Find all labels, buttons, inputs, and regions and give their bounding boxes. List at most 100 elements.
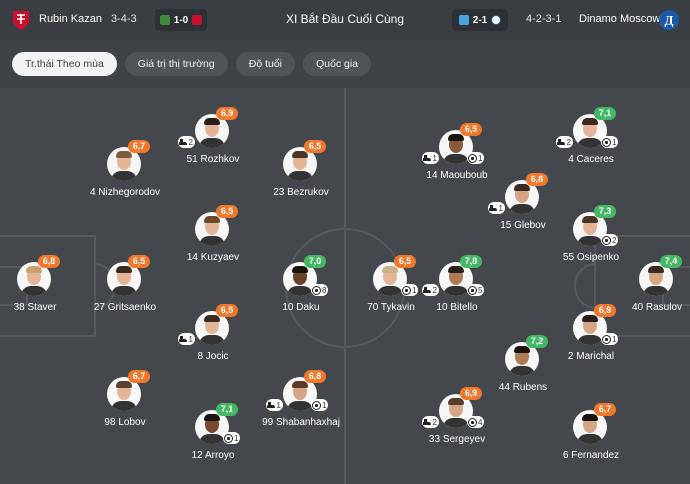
assist-count: 2 — [432, 285, 437, 295]
opponent-crest-icon — [458, 15, 469, 25]
player-card[interactable]: 7,0 8 10 Daku — [251, 255, 351, 322]
goal-badge: 1 — [601, 136, 619, 148]
assist-badge: 2 — [177, 136, 195, 148]
player-name: 4 Nizhegorodov — [89, 187, 161, 198]
rubin-crest-icon — [192, 15, 203, 25]
player-name: 14 Maouboub — [426, 170, 488, 181]
assist-badge: 1 — [421, 152, 439, 164]
player-card[interactable]: 7,1 2 1 4 Caceres — [541, 107, 641, 174]
player-rating-badge: 6,9 — [594, 304, 616, 317]
player-rating-badge: 7,1 — [216, 403, 238, 416]
assist-count: 1 — [432, 153, 437, 163]
tab-season-form[interactable]: Tr.thái Theo mùa — [12, 52, 117, 76]
player-rating-badge: 7,1 — [594, 107, 616, 120]
player-name: 55 Osipenko — [562, 252, 620, 263]
goal-badge: 1 — [223, 432, 241, 444]
player-rating-badge: 6,5 — [216, 205, 238, 218]
player-card[interactable]: 6,8 1 1 99 Shabanhaxhaj — [251, 370, 351, 437]
player-name: 51 Rozhkov — [186, 154, 240, 165]
player-name: 23 Bezrukov — [273, 187, 329, 198]
tab-market-value[interactable]: Giá trị thị trường — [124, 52, 228, 76]
lineup-header: Rubin Kazan 3-4-3 1-0 XI Bắt Đầu Cuối Cù… — [0, 0, 690, 40]
player-rating-badge: 7,2 — [526, 335, 548, 348]
player-card[interactable]: 7,4 40 Rasulov — [607, 255, 690, 322]
home-team-name[interactable]: Rubin Kazan — [39, 13, 102, 25]
player-rating-badge: 6,8 — [526, 173, 548, 186]
ball-icon — [468, 153, 477, 163]
player-rating-badge: 6,7 — [594, 403, 616, 416]
player-card[interactable]: 7,1 1 12 Arroyo — [163, 403, 263, 470]
goal-badge: 2 — [601, 234, 619, 246]
player-rating-badge: 6,9 — [216, 107, 238, 120]
player-card[interactable]: 6,8 38 Staver — [0, 255, 85, 322]
away-team-name[interactable]: Dinamo Moscow — [579, 13, 661, 25]
assist-count: 2 — [566, 137, 571, 147]
player-rating-badge: 7,4 — [660, 255, 682, 268]
away-result-score: 2-1 — [472, 14, 488, 26]
goal-count: 5 — [478, 285, 483, 295]
assist-badge: 2 — [555, 136, 573, 148]
assist-badge: 2 — [421, 416, 439, 428]
home-formation: 3-4-3 — [111, 13, 137, 25]
player-card[interactable]: 6,7 6 Fernandez — [541, 403, 641, 470]
player-rating-badge: 6,5 — [394, 255, 416, 268]
player-card[interactable]: 7,2 44 Rubens — [473, 335, 573, 402]
ball-icon — [602, 235, 611, 245]
goal-count: 1 — [234, 433, 239, 443]
ball-icon — [602, 334, 611, 344]
assist-count: 2 — [188, 137, 193, 147]
svg-text:Д: Д — [665, 13, 674, 28]
assist-badge: 1 — [177, 333, 195, 345]
assist-count: 1 — [276, 400, 281, 410]
player-rating-badge: 6,5 — [128, 255, 150, 268]
player-rating-badge: 6,8 — [304, 370, 326, 383]
player-card[interactable]: 7,3 2 55 Osipenko — [541, 205, 641, 272]
dinamo-crest-icon — [491, 15, 502, 25]
boot-icon — [488, 204, 498, 213]
player-rating-badge: 6,9 — [460, 387, 482, 400]
boot-icon — [422, 418, 432, 427]
player-card[interactable]: 6,9 2 51 Rozhkov — [163, 107, 263, 174]
player-name: 44 Rubens — [498, 382, 548, 393]
goal-count: 1 — [612, 137, 617, 147]
goal-badge: 4 — [467, 416, 485, 428]
player-card[interactable]: 6,7 4 Nizhegorodov — [75, 140, 175, 207]
player-card[interactable]: 7,8 2 5 10 Bitello — [407, 255, 507, 322]
tab-country[interactable]: Quốc gia — [303, 52, 372, 76]
ball-icon — [312, 285, 321, 295]
player-card[interactable]: 6,7 98 Lobov — [75, 370, 175, 437]
goal-badge: 1 — [401, 284, 419, 296]
goal-badge: 1 — [467, 152, 485, 164]
player-card[interactable]: 6,5 23 Bezrukov — [251, 140, 351, 207]
ball-icon — [312, 400, 321, 410]
player-card[interactable]: 6,5 1 1 14 Maouboub — [407, 123, 507, 190]
player-card[interactable]: 6,9 1 2 Marichal — [541, 304, 641, 371]
player-name: 38 Staver — [13, 302, 57, 313]
player-name: 2 Marichal — [567, 351, 615, 362]
goal-badge: 5 — [467, 284, 485, 296]
goal-count: 1 — [412, 285, 417, 295]
home-last-result[interactable]: 1-0 — [155, 9, 207, 31]
player-card[interactable]: 6,5 1 8 Jocic — [163, 304, 263, 371]
player-card[interactable]: 6,5 27 Gritsaenko — [75, 255, 175, 322]
goal-count: 1 — [612, 334, 617, 344]
boot-icon — [422, 154, 432, 163]
player-card[interactable]: 6,9 2 4 33 Sergeyev — [407, 387, 507, 454]
assist-badge: 1 — [487, 202, 505, 214]
ball-icon — [602, 137, 611, 147]
player-card[interactable]: 6,8 1 15 Glebov — [473, 173, 573, 240]
ball-icon — [468, 285, 477, 295]
player-name: 99 Shabanhaxhaj — [262, 417, 340, 428]
player-name: 27 Gritsaenko — [93, 302, 157, 313]
goal-count: 1 — [478, 153, 483, 163]
player-name: 6 Fernandez — [562, 450, 620, 461]
player-card[interactable]: 6,5 14 Kuzyaev — [163, 205, 263, 272]
player-card[interactable]: 6,5 1 70 Tykavin — [341, 255, 441, 322]
player-name: 33 Sergeyev — [428, 434, 486, 445]
away-last-result[interactable]: 2-1 — [452, 9, 508, 31]
home-result-score: 1-0 — [173, 14, 189, 26]
tab-age[interactable]: Độ tuổi — [235, 52, 296, 76]
player-rating-badge: 6,5 — [216, 304, 238, 317]
player-name: 8 Jocic — [197, 351, 229, 362]
player-rating-badge: 6,7 — [128, 140, 150, 153]
